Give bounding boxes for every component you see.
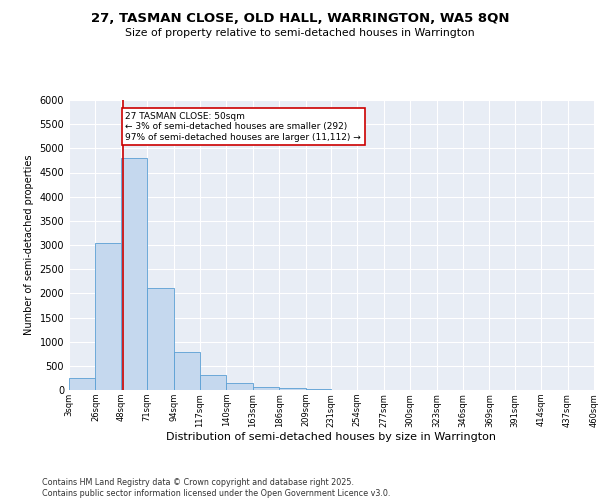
Text: 27 TASMAN CLOSE: 50sqm
← 3% of semi-detached houses are smaller (292)
97% of sem: 27 TASMAN CLOSE: 50sqm ← 3% of semi-deta…: [125, 112, 361, 142]
Bar: [147, 288, 173, 390]
Bar: [200, 375, 226, 390]
Bar: [226, 383, 253, 390]
Bar: [305, 389, 331, 390]
Text: Size of property relative to semi-detached houses in Warrington: Size of property relative to semi-detach…: [125, 28, 475, 38]
Bar: [253, 386, 279, 390]
Bar: [173, 352, 200, 390]
Bar: [279, 388, 305, 390]
Bar: [69, 378, 95, 390]
Bar: [95, 242, 121, 390]
Bar: [121, 158, 147, 390]
Text: Contains HM Land Registry data © Crown copyright and database right 2025.
Contai: Contains HM Land Registry data © Crown c…: [42, 478, 391, 498]
Text: 27, TASMAN CLOSE, OLD HALL, WARRINGTON, WA5 8QN: 27, TASMAN CLOSE, OLD HALL, WARRINGTON, …: [91, 12, 509, 26]
X-axis label: Distribution of semi-detached houses by size in Warrington: Distribution of semi-detached houses by …: [167, 432, 497, 442]
Y-axis label: Number of semi-detached properties: Number of semi-detached properties: [24, 155, 34, 336]
